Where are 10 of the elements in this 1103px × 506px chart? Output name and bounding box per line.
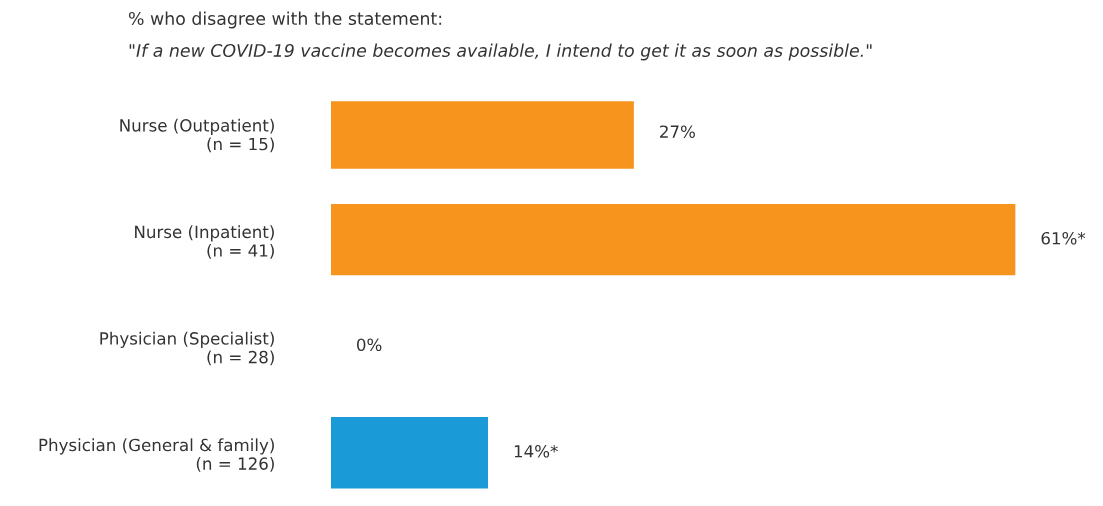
chart-subtitle: "If a new COVID-19 vaccine becomes available, I intend to get it as soon as possible." (129, 43, 872, 61)
y-tick-label: Nurse (Outpatient) (n = 15) (120, 118, 274, 153)
data-label: 27% (660, 125, 695, 138)
y-tick-label: Physician (General & family) (n = 126) (39, 438, 274, 472)
data-label: 14%* (514, 444, 558, 458)
chart-title: % who disagree with the statement: (128, 11, 442, 29)
data-label: 61%* (1041, 231, 1086, 245)
y-tick-label: Nurse (Inpatient) (n = 41) (135, 225, 274, 259)
y-tick-label: Physician (Specialist) (n = 28) (100, 331, 274, 366)
data-label: 0% (357, 338, 382, 352)
